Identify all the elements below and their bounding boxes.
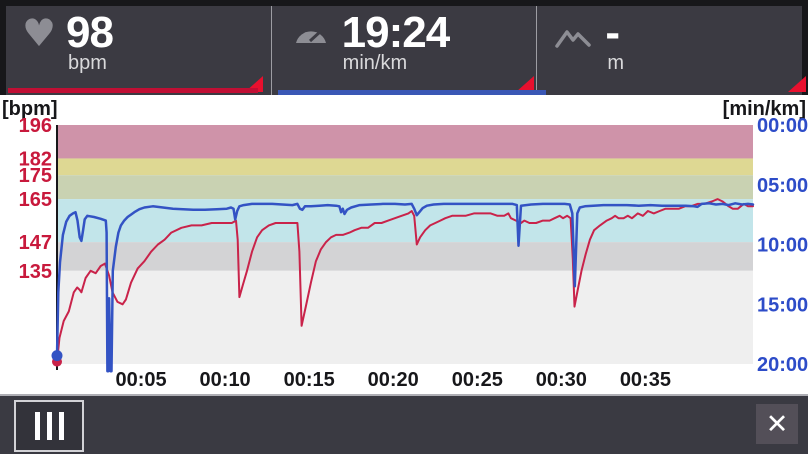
axis-tick-label: 00:35	[620, 369, 671, 391]
pace-unit: min/km	[342, 52, 408, 74]
pace-value: 19:24	[341, 8, 451, 57]
mountains-icon	[555, 28, 592, 53]
axis-tick-label: 05:00	[757, 175, 808, 197]
close-button[interactable]: ✕	[756, 404, 798, 444]
axis-tick-label: 135	[19, 261, 52, 283]
heart-rate-value: 98	[66, 8, 114, 57]
chart-mode-bars-icon	[34, 412, 40, 440]
axis-tick-label: 00:10	[200, 369, 251, 391]
axis-tick-label: 00:05	[115, 369, 166, 391]
pace-cursor-marker[interactable]	[51, 350, 63, 362]
axis-tick-label: 00:15	[284, 369, 335, 391]
altitude-value: -	[605, 8, 620, 57]
heart-icon: ♥	[22, 11, 57, 55]
close-icon: ✕	[765, 408, 789, 440]
axis-tick-label: 175	[19, 165, 52, 187]
axis-tick-label: 00:30	[536, 369, 587, 391]
axis-tick-label: 165	[19, 189, 52, 211]
altitude-panel[interactable]: - m	[536, 6, 807, 95]
metric-header: ♥ 98 bpm 19:24 min/km	[0, 0, 808, 95]
axis-tick-label: 196	[19, 115, 52, 137]
chart-mode-bars-icon	[58, 412, 64, 440]
heart-rate-unit: bpm	[68, 52, 107, 74]
right-axis-title: [min/km]	[722, 98, 806, 120]
axis-tick-label: 147	[19, 232, 52, 254]
left-axis-title: [bpm]	[2, 98, 58, 120]
panel-overflow-marker	[788, 76, 807, 92]
chart-region: [bpm] [min/km] 196 182 175 165 147 135 00:00 05…	[0, 95, 808, 394]
metric-panels: ♥ 98 bpm 19:24 min/km	[6, 6, 807, 95]
pace-panel[interactable]: 19:24 min/km	[270, 6, 537, 95]
axis-tick-label: 20:00	[757, 354, 808, 376]
axis-tick-label: 00:25	[452, 369, 503, 391]
hr-zone-band	[57, 158, 753, 176]
axis-tick-label: 182	[19, 148, 52, 170]
axis-tick-label: 15:00	[757, 294, 808, 316]
bottom-toolbar: ✕	[0, 394, 808, 454]
panel-overflow-marker	[516, 76, 535, 92]
axis-tick-label: 00:20	[368, 369, 419, 391]
gauge-icon	[294, 22, 328, 49]
hr-zone-band	[57, 242, 753, 271]
chart-mode-bars-icon	[46, 412, 52, 440]
altitude-unit: m	[607, 52, 625, 74]
pace-series-underline	[278, 90, 546, 95]
heart-rate-series-underline	[8, 88, 258, 93]
hr-zone-band	[57, 175, 753, 200]
axis-tick-label: 10:00	[757, 235, 808, 257]
chart-mode-button[interactable]	[14, 400, 84, 452]
hr-zone-band	[57, 125, 753, 159]
pace-line	[55, 202, 755, 373]
heart-rate-line	[56, 198, 754, 363]
axis-tick-label: 00:00	[757, 115, 808, 137]
heart-rate-panel[interactable]: ♥ 98 bpm	[6, 6, 271, 95]
hr-zone-band	[57, 270, 753, 364]
